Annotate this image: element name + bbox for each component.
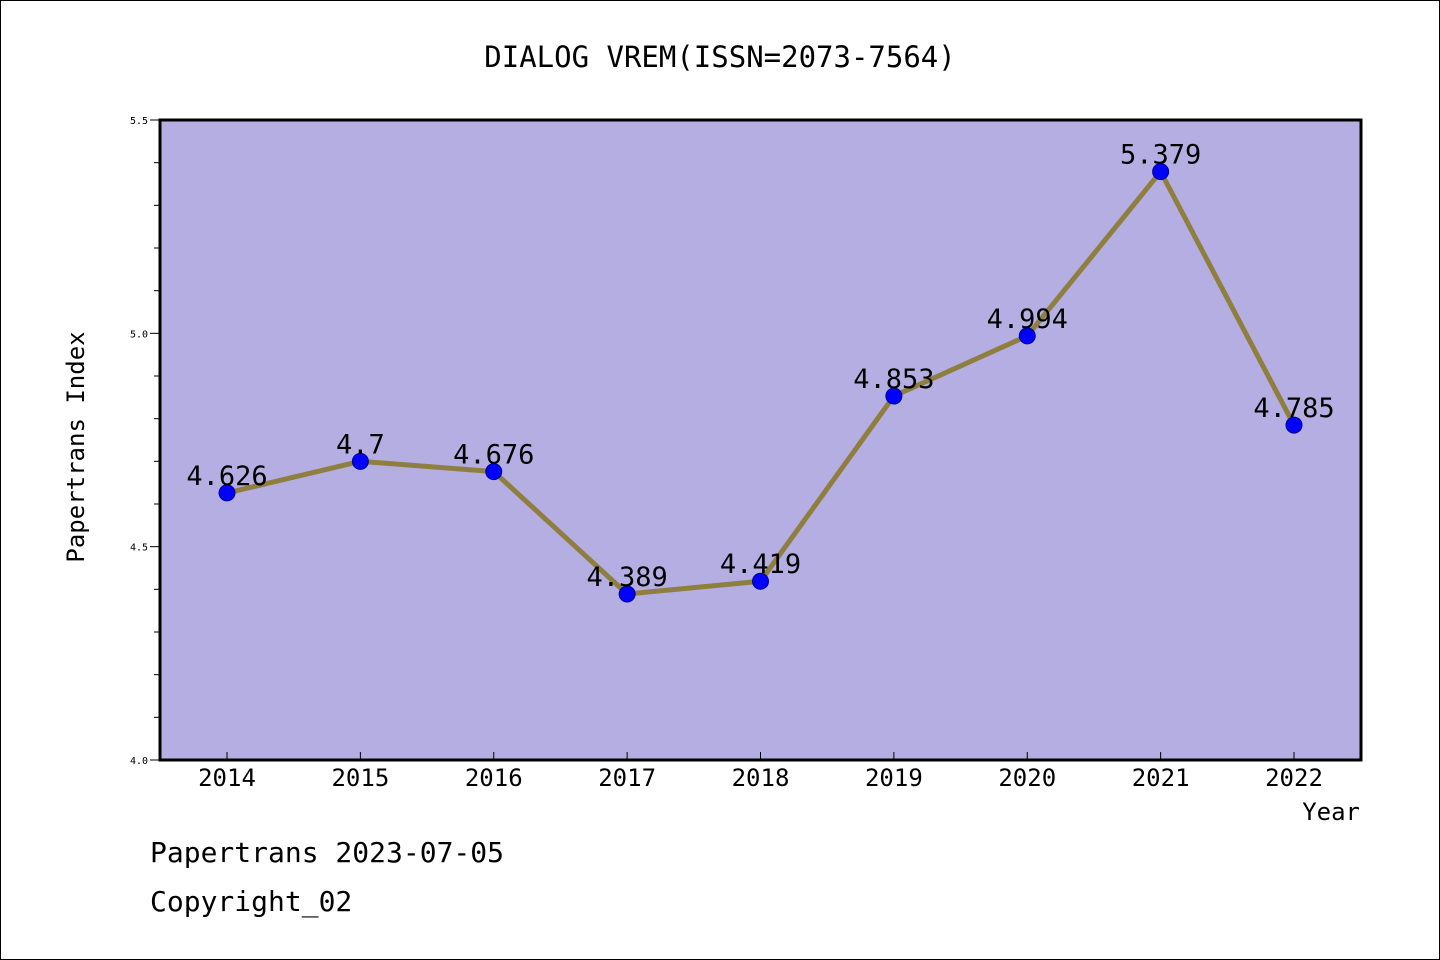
series-line-group: 4.626 4.7 4.676 4.389 4.419 4.853 4.994 5.379 4.… <box>186 140 1335 603</box>
data-label: 4.676 <box>453 440 534 471</box>
data-point-marker <box>218 484 236 502</box>
x-tick-label: 2021 <box>1132 764 1190 792</box>
data-label: 4.7 <box>336 429 385 460</box>
x-tick-label: 2017 <box>598 764 656 792</box>
data-label: 4.389 <box>586 562 667 593</box>
data-label: 4.626 <box>186 461 267 492</box>
footer-date: Papertrans 2023-07-05 <box>150 836 505 869</box>
data-label: 4.994 <box>987 304 1068 335</box>
data-label: 4.419 <box>720 549 801 580</box>
x-tick-label: 2014 <box>198 764 256 792</box>
y-tick-label: 5.0 <box>130 329 148 340</box>
y-tick-label: 5.5 <box>130 116 148 127</box>
plot-area <box>158 118 1363 762</box>
x-axis: 2014 2015 2016 2017 2018 2019 2020 2021 2022 <box>198 752 1323 792</box>
y-axis-label: Papertrans Index <box>62 331 90 562</box>
x-tick-label: 2022 <box>1265 764 1323 792</box>
data-point-marker <box>1152 163 1170 181</box>
chart-title: DIALOG VREM(ISSN=2073-7564) <box>484 40 955 74</box>
footer-copyright: Copyright_02 <box>150 885 353 918</box>
x-tick-label: 2019 <box>865 764 923 792</box>
data-point-marker <box>1018 327 1036 345</box>
data-point-marker <box>1285 416 1303 434</box>
x-tick-label: 2018 <box>732 764 790 792</box>
x-axis-label: Year <box>1302 798 1360 826</box>
data-label: 5.379 <box>1120 140 1201 171</box>
data-point-marker <box>351 452 369 470</box>
data-label: 4.853 <box>853 364 934 395</box>
y-tick-label: 4.0 <box>130 756 148 767</box>
y-axis: 4.0 4.5 5.0 5.5 <box>130 116 160 767</box>
data-label: 4.785 <box>1253 393 1334 424</box>
x-tick-label: 2016 <box>465 764 523 792</box>
data-point-marker <box>618 585 636 603</box>
data-point-marker <box>485 463 503 481</box>
x-tick-label: 2020 <box>998 764 1056 792</box>
y-tick-label: 4.5 <box>130 543 148 554</box>
data-point-marker <box>885 387 903 405</box>
data-point-marker <box>752 572 769 590</box>
x-tick-label: 2015 <box>331 764 389 792</box>
